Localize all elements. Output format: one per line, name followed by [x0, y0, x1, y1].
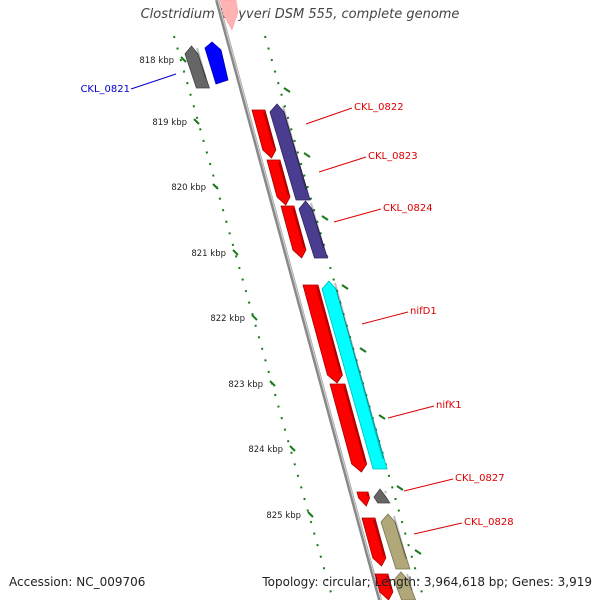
- gene-leader-line: [305, 107, 353, 125]
- gene-label[interactable]: nifK1: [436, 400, 462, 411]
- gene-shade: [334, 282, 385, 460]
- scale-tick: [289, 445, 296, 452]
- gene-shade: [292, 207, 306, 249]
- gene-ckl-0827[interactable]: [356, 491, 371, 507]
- feature-purple-1[interactable]: [269, 103, 311, 201]
- gene-shade: [386, 575, 393, 591]
- scale-tick-right: [396, 485, 404, 491]
- scale-tick: [212, 183, 219, 190]
- scale-tick-label: 823 kbp: [228, 380, 263, 390]
- scale-dotted-line-right: [264, 35, 425, 600]
- gene-ckl-0824[interactable]: [280, 205, 307, 259]
- scale-dotted-line-left: [173, 35, 334, 600]
- gene-shade: [316, 286, 342, 374]
- gene-label[interactable]: CKL_0822: [354, 102, 404, 113]
- gene-leader-line: [318, 156, 367, 173]
- gene-shade: [373, 519, 386, 557]
- gene-nifd1[interactable]: [302, 284, 343, 384]
- scale-tick: [269, 380, 276, 387]
- scale-tick-label: 822 kbp: [210, 314, 245, 324]
- gene-nifk1[interactable]: [329, 383, 368, 473]
- gene-shade: [278, 161, 290, 196]
- scale-tick-right: [283, 87, 291, 93]
- scale-tick: [307, 511, 314, 518]
- gene-leader-line: [361, 311, 409, 325]
- gene-shade: [310, 202, 325, 249]
- scale-tick-right: [341, 284, 349, 290]
- partial-gene-top: [219, 0, 239, 31]
- scale-tick-right: [414, 549, 422, 555]
- gene-label[interactable]: CKL_0827: [455, 473, 505, 484]
- gene-label[interactable]: nifD1: [410, 306, 437, 317]
- gene-shade: [282, 105, 308, 191]
- gene-bottom-red[interactable]: [374, 573, 394, 600]
- gene-ckl-0821[interactable]: [204, 41, 229, 85]
- gene-shade: [196, 47, 207, 79]
- scale-tick-label: 824 kbp: [248, 445, 283, 455]
- gene-shade: [406, 573, 413, 591]
- gene-leader-line: [130, 73, 177, 90]
- scale-tick: [251, 314, 258, 321]
- scale-tick-right: [359, 347, 367, 353]
- gene-shade: [343, 385, 367, 463]
- backbone-highlight: [217, 0, 382, 600]
- gene-ckl-0822[interactable]: [251, 109, 277, 159]
- feature-olive-1[interactable]: [380, 513, 411, 570]
- backbone-line: [215, 0, 382, 600]
- gene-leader-line: [413, 522, 463, 535]
- gene-shade: [366, 493, 369, 497]
- gene-leader-line: [403, 478, 454, 492]
- gene-label[interactable]: CKL_0823: [368, 151, 418, 162]
- scale-tick-label: 820 kbp: [171, 183, 206, 193]
- feature-gray-0827[interactable]: [373, 488, 391, 504]
- scale-tick-label: 821 kbp: [191, 249, 226, 259]
- scale-tick-label: 825 kbp: [266, 511, 301, 521]
- gene-shade: [384, 490, 387, 494]
- feature-purple-2[interactable]: [298, 200, 329, 259]
- gene-label[interactable]: CKL_0828: [464, 517, 514, 528]
- feature-cyan[interactable]: [321, 280, 388, 470]
- scale-tick-label: 819 kbp: [152, 118, 187, 128]
- gene-ckl-0828[interactable]: [361, 517, 387, 567]
- gene-shade: [263, 111, 276, 149]
- scale-tick-right: [303, 152, 311, 158]
- scale-tick-label: 818 kbp: [139, 56, 174, 66]
- scale-tick: [232, 249, 239, 256]
- scale-tick: [193, 118, 200, 125]
- gene-ckl-0823[interactable]: [266, 159, 291, 206]
- scale-tick: [180, 56, 187, 63]
- gene-leader-line: [333, 208, 382, 223]
- gene-leader-line: [387, 405, 435, 419]
- feature-olive-2[interactable]: [393, 571, 417, 600]
- scale-tick-right: [321, 215, 329, 221]
- gene-label[interactable]: CKL_0821: [80, 84, 130, 95]
- gene-shade: [393, 515, 408, 560]
- scale-tick-right: [378, 414, 386, 420]
- gene-gray-0821[interactable]: [184, 45, 210, 89]
- topology-text: Topology: circular; Length: 3,964,618 bp…: [262, 575, 592, 589]
- gene-label[interactable]: CKL_0824: [383, 203, 433, 214]
- accession-text: Accession: NC_009706: [9, 575, 146, 589]
